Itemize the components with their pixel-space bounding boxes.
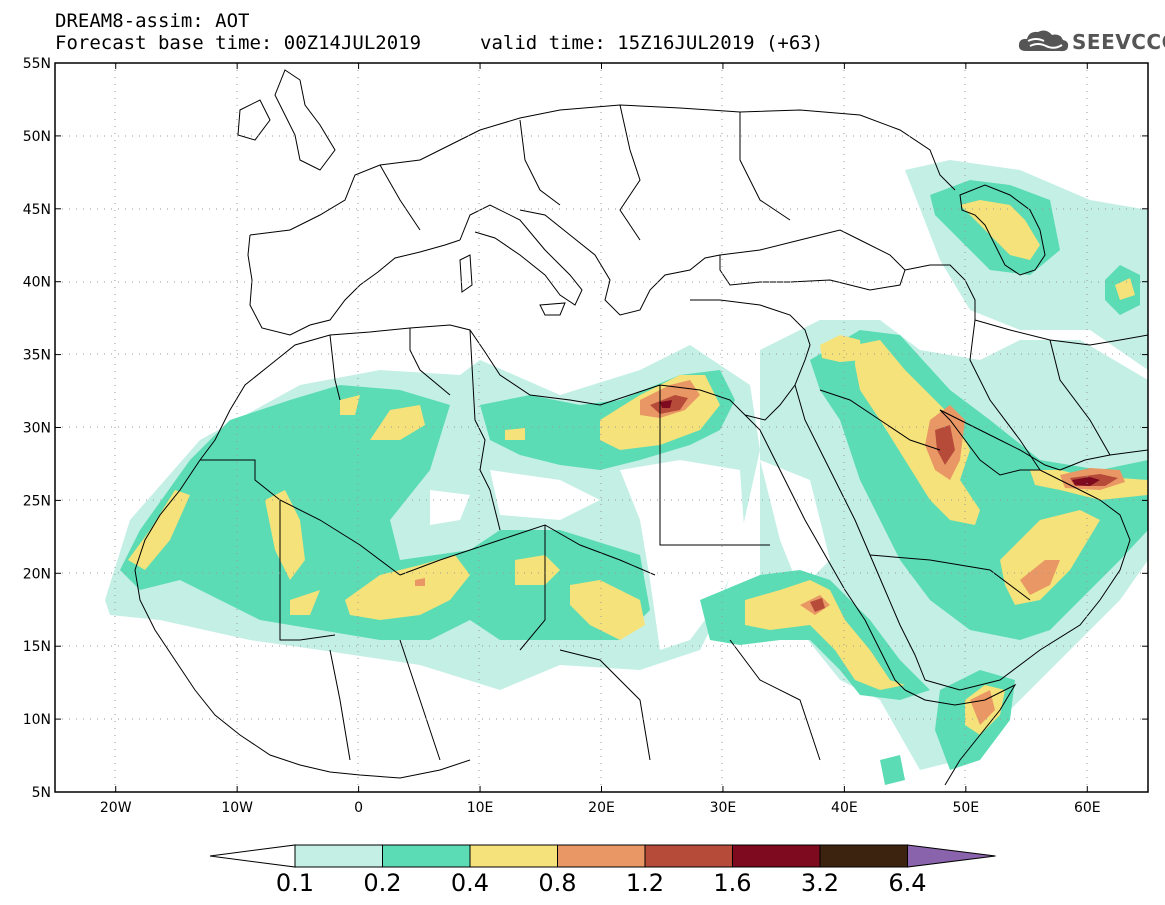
logo-text: SEEVCCC bbox=[1072, 30, 1165, 54]
y-tick-label: 10N bbox=[23, 712, 51, 728]
x-tick-label: 40E bbox=[831, 800, 858, 816]
x-tick-label: 30E bbox=[710, 800, 737, 816]
sicily bbox=[539, 302, 566, 316]
sardinia bbox=[459, 254, 473, 293]
y-tick-label: 30N bbox=[23, 421, 51, 437]
colorbar-label: 0.1 bbox=[276, 869, 314, 897]
x-tick-label: 0 bbox=[354, 800, 363, 816]
y-tick-label: 55N bbox=[23, 56, 51, 72]
aot-level-1.6 bbox=[660, 400, 1100, 486]
colorbar-label: 1.6 bbox=[713, 869, 751, 897]
y-tick-label: 20N bbox=[23, 566, 51, 582]
colorbar-boxes bbox=[209, 844, 996, 868]
colorbar-box bbox=[732, 844, 821, 868]
y-tick-label: 5N bbox=[32, 785, 51, 801]
colorbar-max-arrow bbox=[907, 844, 996, 868]
x-tick-label: 60E bbox=[1074, 800, 1101, 816]
colorbar-label: 3.2 bbox=[801, 869, 839, 897]
valid-time: valid time: 15Z16JUL2019 (+63) bbox=[480, 32, 824, 54]
colorbar-box bbox=[382, 844, 471, 868]
colorbar-box bbox=[469, 844, 558, 868]
colorbar-label: 0.8 bbox=[538, 869, 576, 897]
caspian-sea bbox=[959, 184, 1046, 276]
x-tick-label: 50E bbox=[952, 800, 979, 816]
y-tick-label: 25N bbox=[23, 493, 51, 509]
axis-ticks bbox=[55, 62, 1148, 793]
colorbar-label: 6.4 bbox=[888, 869, 926, 897]
colorbar-label: 1.2 bbox=[626, 869, 664, 897]
x-axis-labels: 20W 10W 0 10E 20E 30E 40E 50E 60E bbox=[100, 800, 1101, 816]
y-tick-label: 15N bbox=[23, 639, 51, 655]
x-tick-label: 20E bbox=[588, 800, 615, 816]
cloud-icon bbox=[1018, 30, 1069, 52]
graticule bbox=[55, 63, 1148, 792]
colorbar-label: 0.2 bbox=[363, 869, 401, 897]
chart-title: DREAM8-assim: AOT bbox=[55, 10, 250, 32]
colorbar-box bbox=[644, 844, 733, 868]
x-tick-label: 10E bbox=[467, 800, 494, 816]
aot-fields bbox=[105, 160, 1148, 785]
y-tick-label: 50N bbox=[23, 129, 51, 145]
forecast-base-time: Forecast base time: 00Z14JUL2019 bbox=[55, 32, 422, 54]
colorbar-label: 0.4 bbox=[451, 869, 489, 897]
y-tick-label: 40N bbox=[23, 275, 51, 291]
ireland bbox=[237, 99, 271, 141]
y-tick-label: 45N bbox=[23, 202, 51, 218]
y-tick-label: 35N bbox=[23, 348, 51, 364]
y-axis-labels: 55N 50N 45N 40N 35N 30N 25N 20N 15N 10N 5N bbox=[23, 56, 51, 801]
x-tick-label: 20W bbox=[100, 800, 132, 816]
x-tick-label: 10W bbox=[221, 800, 253, 816]
colorbar-min-arrow bbox=[209, 844, 296, 868]
colorbar-labels: 0.1 0.2 0.4 0.8 1.2 1.6 3.2 6.4 bbox=[276, 869, 927, 897]
great-britain bbox=[274, 69, 336, 171]
colorbar-box bbox=[294, 844, 383, 868]
colorbar-box bbox=[819, 844, 908, 868]
seevccc-logo: SEEVCCC bbox=[1016, 26, 1165, 56]
colorbar-box bbox=[557, 844, 646, 868]
